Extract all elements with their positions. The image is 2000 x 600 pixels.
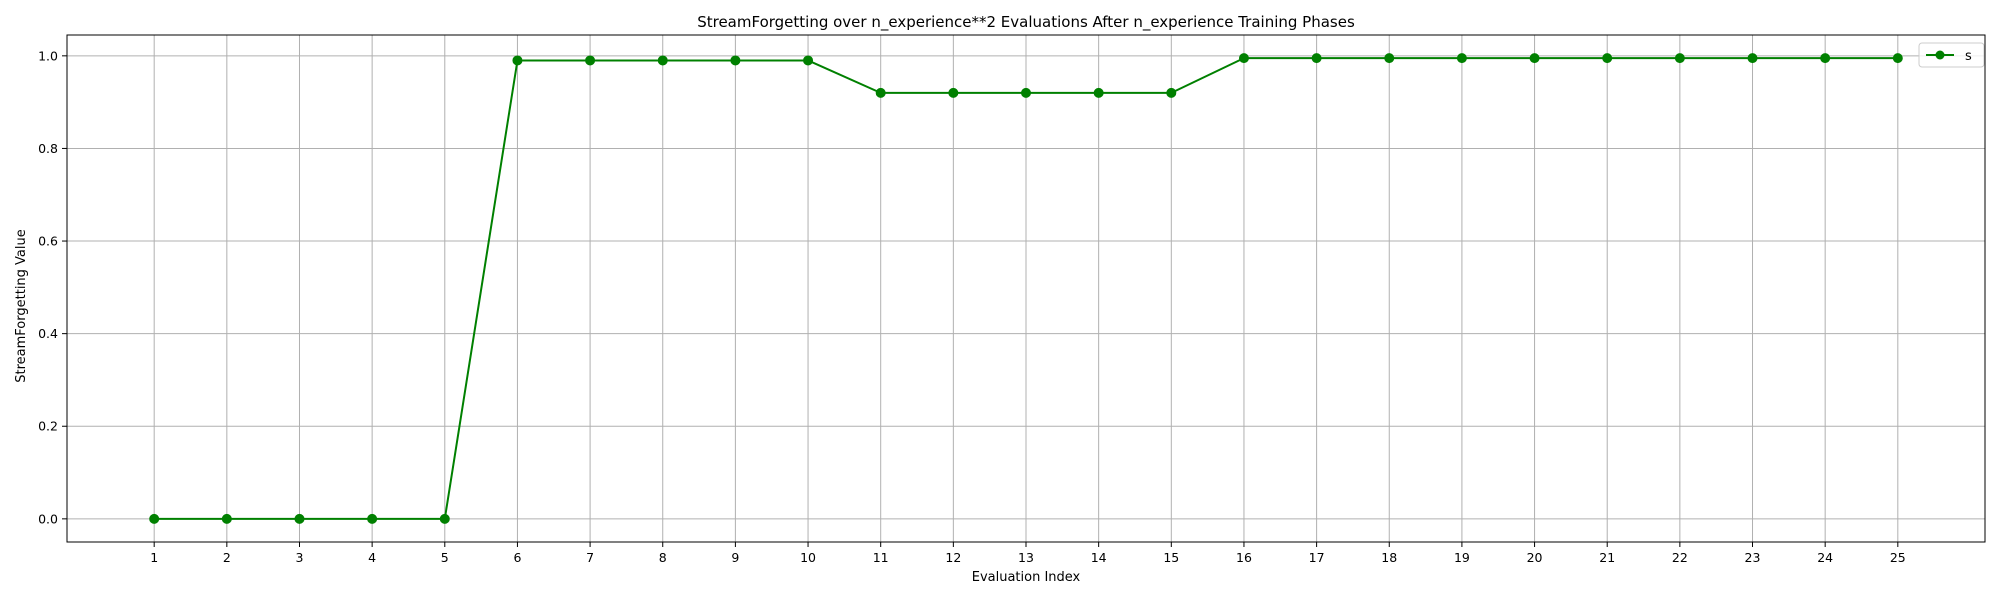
data-point <box>1021 87 1031 98</box>
data-point <box>221 513 232 524</box>
legend-label: s <box>1965 49 1972 64</box>
x-tick-label: 8 <box>659 550 667 565</box>
legend-marker-sample <box>1935 50 1945 60</box>
y-tick-label: 0.2 <box>38 419 58 434</box>
x-tick-label: 7 <box>586 550 594 565</box>
y-axis-label: StreamForgetting Value <box>14 229 29 383</box>
x-tick-label: 19 <box>1454 550 1470 565</box>
data-point <box>294 513 305 524</box>
data-point <box>149 513 160 524</box>
data-point <box>1238 53 1249 64</box>
x-axis-label: Evaluation Index <box>972 570 1081 585</box>
x-tick-label: 3 <box>296 550 304 565</box>
data-point <box>1311 53 1322 64</box>
data-point <box>1384 53 1395 64</box>
x-tick-label: 12 <box>945 550 961 565</box>
data-point <box>1456 53 1467 64</box>
series-layer <box>149 53 1903 524</box>
chart-title: StreamForgetting over n_experience**2 Ev… <box>697 13 1355 32</box>
y-tick-label: 0.0 <box>38 511 58 526</box>
data-point <box>1166 87 1177 98</box>
x-tick-label: 23 <box>1745 550 1761 565</box>
y-tick-label: 0.6 <box>38 234 58 249</box>
legend: s <box>1918 42 1985 68</box>
x-tick-label: 24 <box>1817 550 1833 565</box>
data-point <box>1529 53 1540 64</box>
data-point <box>1747 53 1758 64</box>
y-tick-label: 0.4 <box>38 326 58 341</box>
x-tick-label: 22 <box>1672 550 1688 565</box>
x-tick-label: 10 <box>800 550 816 565</box>
data-point <box>1892 53 1903 64</box>
x-tick-label: 5 <box>441 550 449 565</box>
data-point <box>657 55 668 66</box>
data-point <box>803 55 814 66</box>
x-tick-label: 21 <box>1599 550 1615 565</box>
data-point <box>948 87 959 98</box>
x-tick-label: 25 <box>1890 550 1906 565</box>
x-tick-label: 2 <box>223 550 231 565</box>
x-tick-label: 18 <box>1381 550 1397 565</box>
x-tick-label: 6 <box>513 550 521 565</box>
data-point <box>1674 53 1685 64</box>
data-point <box>1602 53 1613 64</box>
data-point <box>1820 53 1831 64</box>
x-tick-label: 4 <box>368 550 376 565</box>
x-tick-label: 16 <box>1236 550 1252 565</box>
x-tick-label: 11 <box>873 550 889 565</box>
x-tick-label: 20 <box>1527 550 1543 565</box>
grid <box>67 35 1985 542</box>
data-point <box>367 513 378 524</box>
axis-ticks: 1 2 3 4 5 6 7 8 9 10 11 12 13 14 15 16 17 18 19 20 21 22 23 24 2… <box>38 48 1906 565</box>
data-point <box>439 513 450 524</box>
data-point <box>730 55 741 66</box>
x-tick-label: 14 <box>1091 550 1107 565</box>
data-point <box>875 87 886 98</box>
data-point <box>1093 87 1104 98</box>
x-tick-label: 13 <box>1018 550 1034 565</box>
x-tick-label: 1 <box>150 550 158 565</box>
x-tick-label: 15 <box>1163 550 1179 565</box>
data-point <box>585 55 596 66</box>
y-tick-label: 0.8 <box>38 141 58 156</box>
x-tick-label: 17 <box>1309 550 1325 565</box>
y-tick-label: 1.0 <box>38 48 58 63</box>
data-point <box>512 55 523 66</box>
x-tick-label: 9 <box>731 550 739 565</box>
